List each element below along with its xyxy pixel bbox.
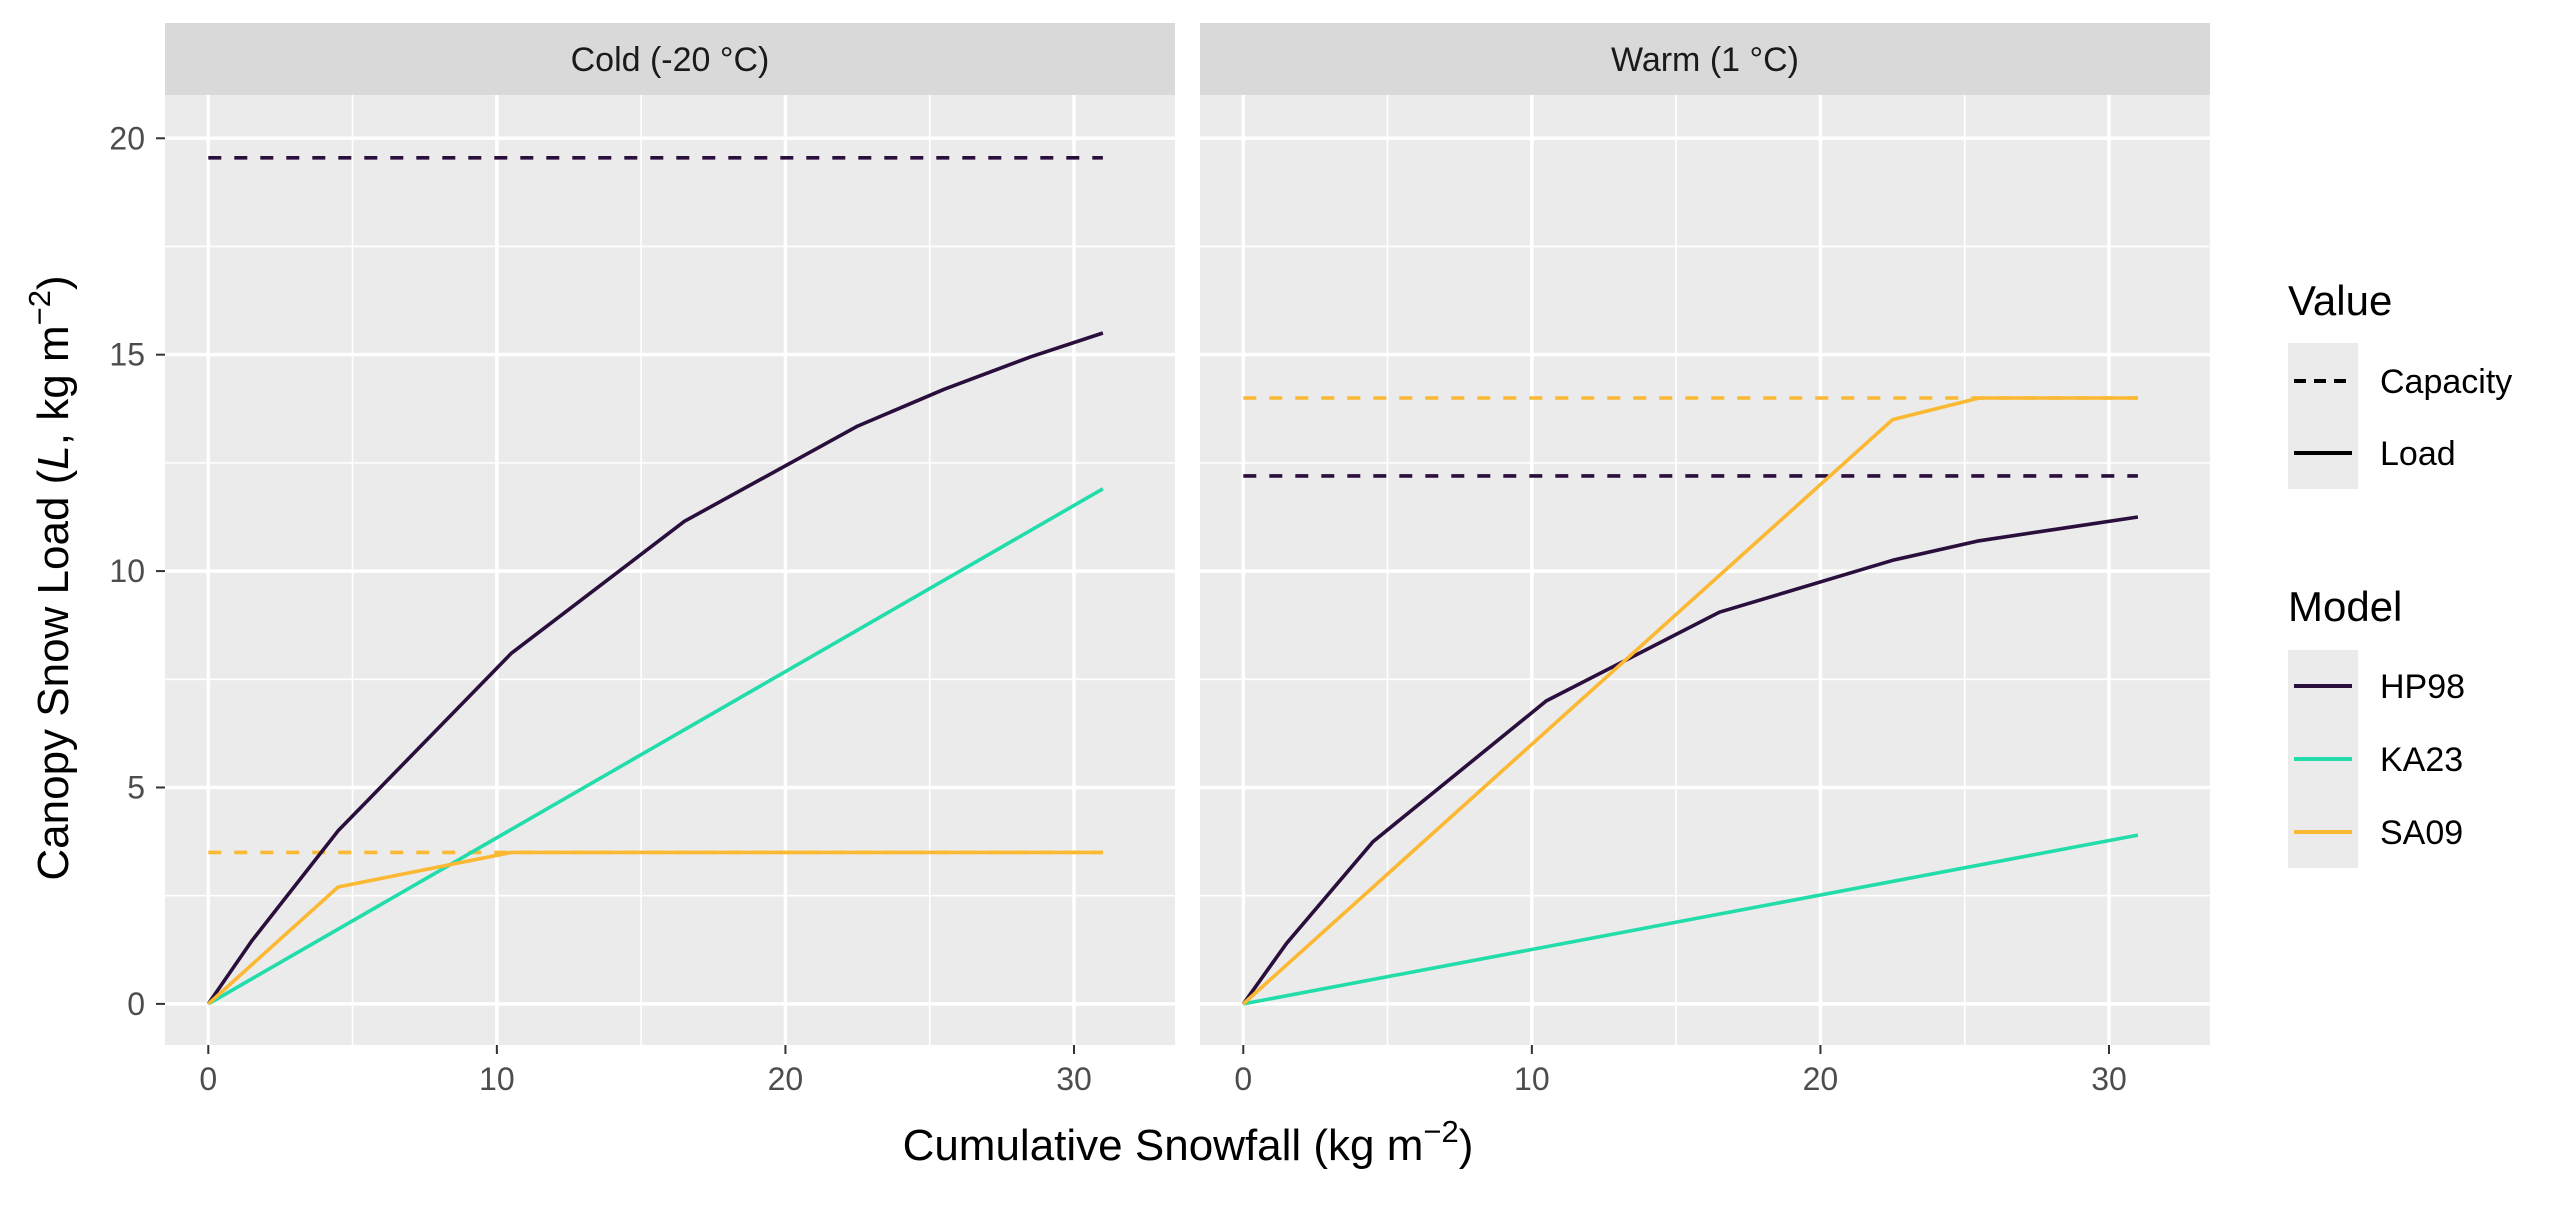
legend-label-sa09: SA09 xyxy=(2380,814,2463,852)
legend-model-title: Model xyxy=(2288,583,2402,630)
panel-strip-label: Cold (-20 °C) xyxy=(571,41,770,79)
y-axis-title-part-c: ) xyxy=(29,275,78,290)
panel-strip xyxy=(165,23,1175,95)
series-hp98-load xyxy=(206,331,1104,1005)
panel-strip-label: Warm (1 °C) xyxy=(1611,41,1799,79)
y-tick-label: 10 xyxy=(109,553,145,589)
y-axis-title-part-a: Canopy Snow Load ( xyxy=(29,469,78,880)
y-tick-label: 20 xyxy=(109,120,145,156)
y-tick-label: 5 xyxy=(127,769,145,805)
x-tick-label: 30 xyxy=(1056,1061,1092,1097)
x-axis-title-superscript: −2 xyxy=(1423,1114,1458,1149)
legend-label-capacity: Capacity xyxy=(2380,363,2512,401)
legend-value-title: Value xyxy=(2288,277,2392,324)
panel-strip xyxy=(1200,23,2210,95)
x-tick-label: 20 xyxy=(1803,1061,1839,1097)
x-tick-label: 10 xyxy=(479,1061,515,1097)
y-axis-title-italic: L xyxy=(29,445,78,469)
x-axis-title: Cumulative Snowfall (kg m−2) xyxy=(903,1114,1474,1170)
y-axis-title: Canopy Snow Load (L, kg m−2) xyxy=(22,275,78,880)
panel-warm-1-c: Warm (1 °C) 0 10 20 30 xyxy=(1200,23,2210,1097)
legend-label-hp98: HP98 xyxy=(2380,668,2465,706)
legend-value: Value Capacity Load xyxy=(2288,277,2512,489)
series-sa09-load xyxy=(207,850,1103,1006)
series-hp98-load xyxy=(1241,515,2139,1005)
y-tick-label: 0 xyxy=(127,986,145,1022)
legend-label-load: Load xyxy=(2380,435,2456,473)
legend-label-ka23: KA23 xyxy=(2380,741,2463,779)
panels-layer: Cold (-20 °C) 0 10 20 30 0 5 10 15 20 Warm (1 °C) 0… xyxy=(109,23,2210,1097)
legend-model: Model HP98 KA23 SA09 xyxy=(2288,583,2465,868)
x-tick-label: 0 xyxy=(1234,1061,1252,1097)
y-axis-title-superscript: −2 xyxy=(22,290,57,325)
x-tick-label: 20 xyxy=(768,1061,804,1097)
series-ka23-load xyxy=(207,487,1104,1006)
panel-cold-20-c: Cold (-20 °C) 0 10 20 30 0 5 10 15 20 xyxy=(109,23,1175,1097)
legend-value-keys-background xyxy=(2288,343,2358,489)
axis-titles: Cumulative Snowfall (kg m−2) Canopy Snow… xyxy=(22,275,1473,1170)
x-axis-title-main: Cumulative Snowfall (kg m xyxy=(903,1121,1424,1170)
series-sa09-load xyxy=(1242,396,2138,1006)
x-tick-label: 0 xyxy=(199,1061,217,1097)
y-axis-title-part-b: , kg m xyxy=(29,325,78,445)
y-tick-label: 15 xyxy=(109,337,145,373)
series-ka23-load xyxy=(1242,833,2139,1006)
x-tick-label: 10 xyxy=(1514,1061,1550,1097)
legend: Value Capacity Load Model HP98 KA23 SA09 xyxy=(2288,277,2512,868)
x-axis-title-end: ) xyxy=(1459,1121,1474,1170)
x-tick-label: 30 xyxy=(2091,1061,2127,1097)
